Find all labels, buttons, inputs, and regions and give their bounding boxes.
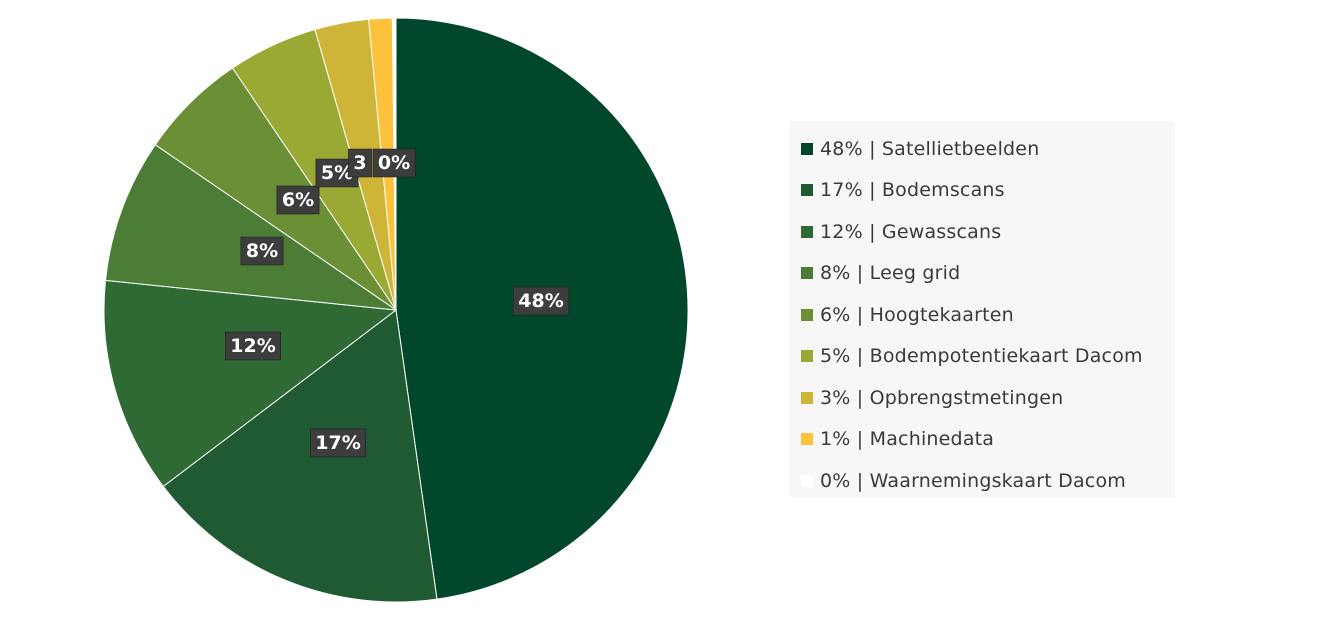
- legend-label: 0% | Waarnemingskaart Dacom: [820, 469, 1126, 492]
- legend-item-gewasscans: 12% | Gewasscans: [789, 211, 1175, 253]
- data-label-box: [240, 236, 284, 266]
- data-label-text: 17%: [315, 432, 360, 454]
- legend-swatch: [801, 267, 813, 280]
- legend: 48% | Satellietbeelden 17% | Bodemscans …: [789, 121, 1175, 497]
- legend-swatch: [801, 184, 813, 197]
- legend-swatch: [801, 308, 813, 321]
- data-label-0: 48%: [513, 286, 569, 316]
- legend-label: 3% | Opbrengstmetingen: [820, 386, 1064, 409]
- data-label-box: [310, 428, 366, 458]
- legend-swatch: [801, 391, 813, 404]
- legend-label: 5% | Bodempotentiekaart Dacom: [820, 345, 1143, 368]
- data-label-2: 12%: [225, 331, 281, 361]
- data-label-box: [513, 286, 569, 316]
- data-label-3: 8%: [240, 236, 284, 266]
- data-label-text: 12%: [230, 335, 275, 357]
- data-label-text: 0%: [378, 152, 410, 174]
- pie-slice-3: [104, 144, 397, 311]
- legend-item-satellietbeelden: 48% | Satellietbeelden: [789, 128, 1175, 170]
- pie-chart: 48% 17% 12% 8% 6% 5% 3 0%: [103, 17, 689, 603]
- legend-item-machinedata: 1% | Machinedata: [789, 419, 1175, 461]
- legend-label: 6% | Hoogtekaarten: [820, 303, 1014, 326]
- pie-slice-2: [103, 279, 398, 488]
- legend-label: 17% | Bodemscans: [820, 179, 1005, 202]
- data-label-box: [276, 185, 320, 215]
- legend-item-opbrengstmetingen: 3% | Opbrengstmetingen: [789, 377, 1175, 419]
- legend-item-leeg-grid: 8% | Leeg grid: [789, 253, 1175, 295]
- data-label-text: 6%: [282, 189, 314, 211]
- pie-slice-1: [162, 309, 438, 603]
- data-label-text: 48%: [518, 290, 563, 312]
- legend-swatch: [801, 142, 813, 155]
- data-label-text: 8%: [246, 240, 278, 262]
- data-label-box: [372, 148, 416, 178]
- legend-item-bodempotentiekaart-dacom: 5% | Bodempotentiekaart Dacom: [789, 336, 1175, 378]
- legend-item-hoogtekaarten: 6% | Hoogtekaarten: [789, 294, 1175, 336]
- data-label-box: [225, 331, 281, 361]
- legend-swatch: [801, 474, 813, 487]
- legend-label: 48% | Satellietbeelden: [820, 137, 1040, 160]
- data-label-box: [348, 148, 372, 178]
- data-label-1: 17%: [310, 428, 366, 458]
- legend-swatch: [801, 350, 813, 363]
- legend-swatch: [801, 433, 813, 446]
- data-label-8: 0%: [372, 148, 416, 178]
- data-label-text: 5%: [321, 162, 353, 184]
- legend-label: 8% | Leeg grid: [820, 262, 961, 285]
- legend-label: 12% | Gewasscans: [820, 220, 1002, 243]
- legend-label: 1% | Machinedata: [820, 428, 995, 451]
- data-label-4: 6%: [276, 185, 320, 215]
- data-label-6: 3: [348, 148, 372, 178]
- legend-swatch: [801, 225, 813, 238]
- legend-item-waarnemingskaart-dacom: 0% | Waarnemingskaart Dacom: [789, 460, 1175, 502]
- data-label-text: 3: [353, 152, 366, 174]
- legend-item-bodemscans: 17% | Bodemscans: [789, 170, 1175, 212]
